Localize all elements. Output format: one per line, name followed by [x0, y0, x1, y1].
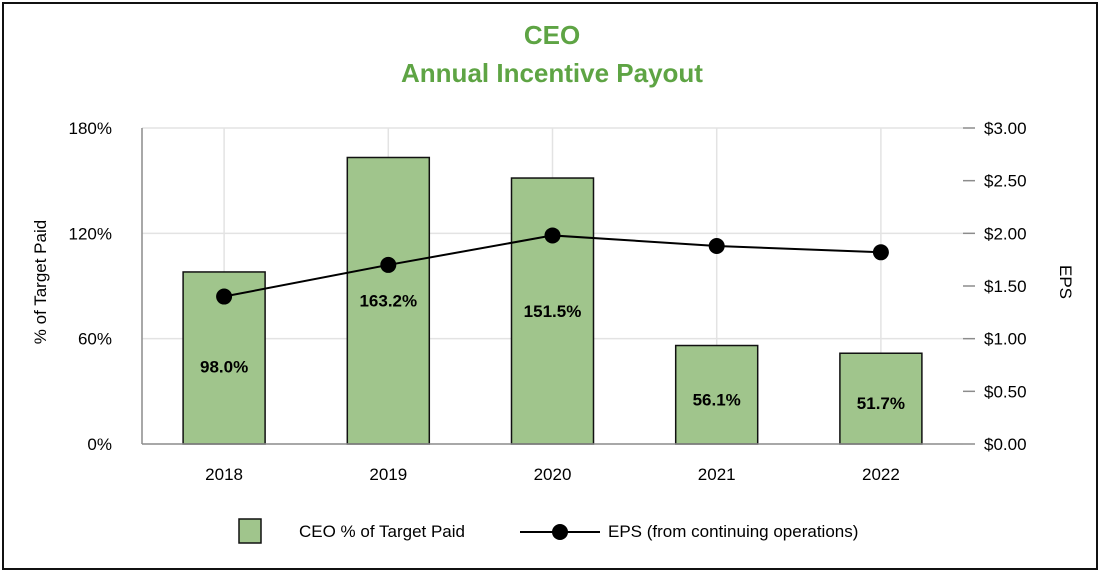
y-tick-label: 0% [87, 435, 112, 454]
x-tick-label: 2020 [534, 465, 572, 484]
y-tick-label: 180% [69, 119, 112, 138]
eps-point [544, 227, 561, 244]
bar [674, 344, 759, 445]
y2-axis-title: EPS [1056, 265, 1075, 299]
y-axis-title: % of Target Paid [31, 220, 50, 344]
y-tick-label: 120% [69, 224, 112, 243]
label-layer: 98.0% 163.2% 151.5% 56.1% 51.7% [200, 292, 905, 413]
chart-title: CEO [524, 20, 580, 50]
x-tick-label: 2021 [698, 465, 736, 484]
y2-tick-label: $1.50 [984, 277, 1027, 296]
y2-tick-label: $2.00 [984, 224, 1027, 243]
bar-layer [182, 156, 923, 445]
x-tick-label: 2019 [369, 465, 407, 484]
bar [346, 156, 431, 445]
bar [839, 352, 923, 445]
legend: CEO % of Target Paid EPS (from continuin… [238, 518, 858, 544]
legend-bar-label: CEO % of Target Paid [299, 522, 465, 541]
y-tick-label: 60% [78, 330, 112, 349]
bar-data-label: 51.7% [857, 394, 905, 413]
legend-line-marker [552, 524, 568, 540]
bar-data-label: 98.0% [200, 358, 248, 377]
x-tick-label: 2022 [862, 465, 900, 484]
y2-tick-label: $3.00 [984, 119, 1027, 138]
chart-subtitle: Annual Incentive Payout [401, 58, 703, 88]
x-tick-label: 2018 [205, 465, 243, 484]
legend-line-label: EPS (from continuing operations) [608, 522, 858, 541]
eps-point [380, 256, 397, 273]
bar-data-label: 56.1% [693, 391, 741, 410]
y2-tick-label: $1.00 [984, 330, 1027, 349]
eps-point [872, 244, 889, 261]
eps-point [708, 237, 725, 254]
legend-bar-swatch [238, 518, 262, 544]
eps-point [216, 288, 233, 305]
y2-tick-label: $0.50 [984, 382, 1027, 401]
bar-data-label: 163.2% [359, 292, 417, 311]
axis-layer: 0% 60% 120% 180% $0.00 $0.50 $1.00 $1.50 $2.00 $2… [69, 119, 1027, 484]
chart-svg: CEO Annual Incentive Payout 0% 60% 120% 180… [31, 20, 1075, 544]
line-layer [216, 227, 889, 305]
y2-tick-label: $2.50 [984, 172, 1027, 191]
bar [510, 177, 595, 445]
bar-data-label: 151.5% [524, 302, 582, 321]
y2-tick-label: $0.00 [984, 435, 1027, 454]
